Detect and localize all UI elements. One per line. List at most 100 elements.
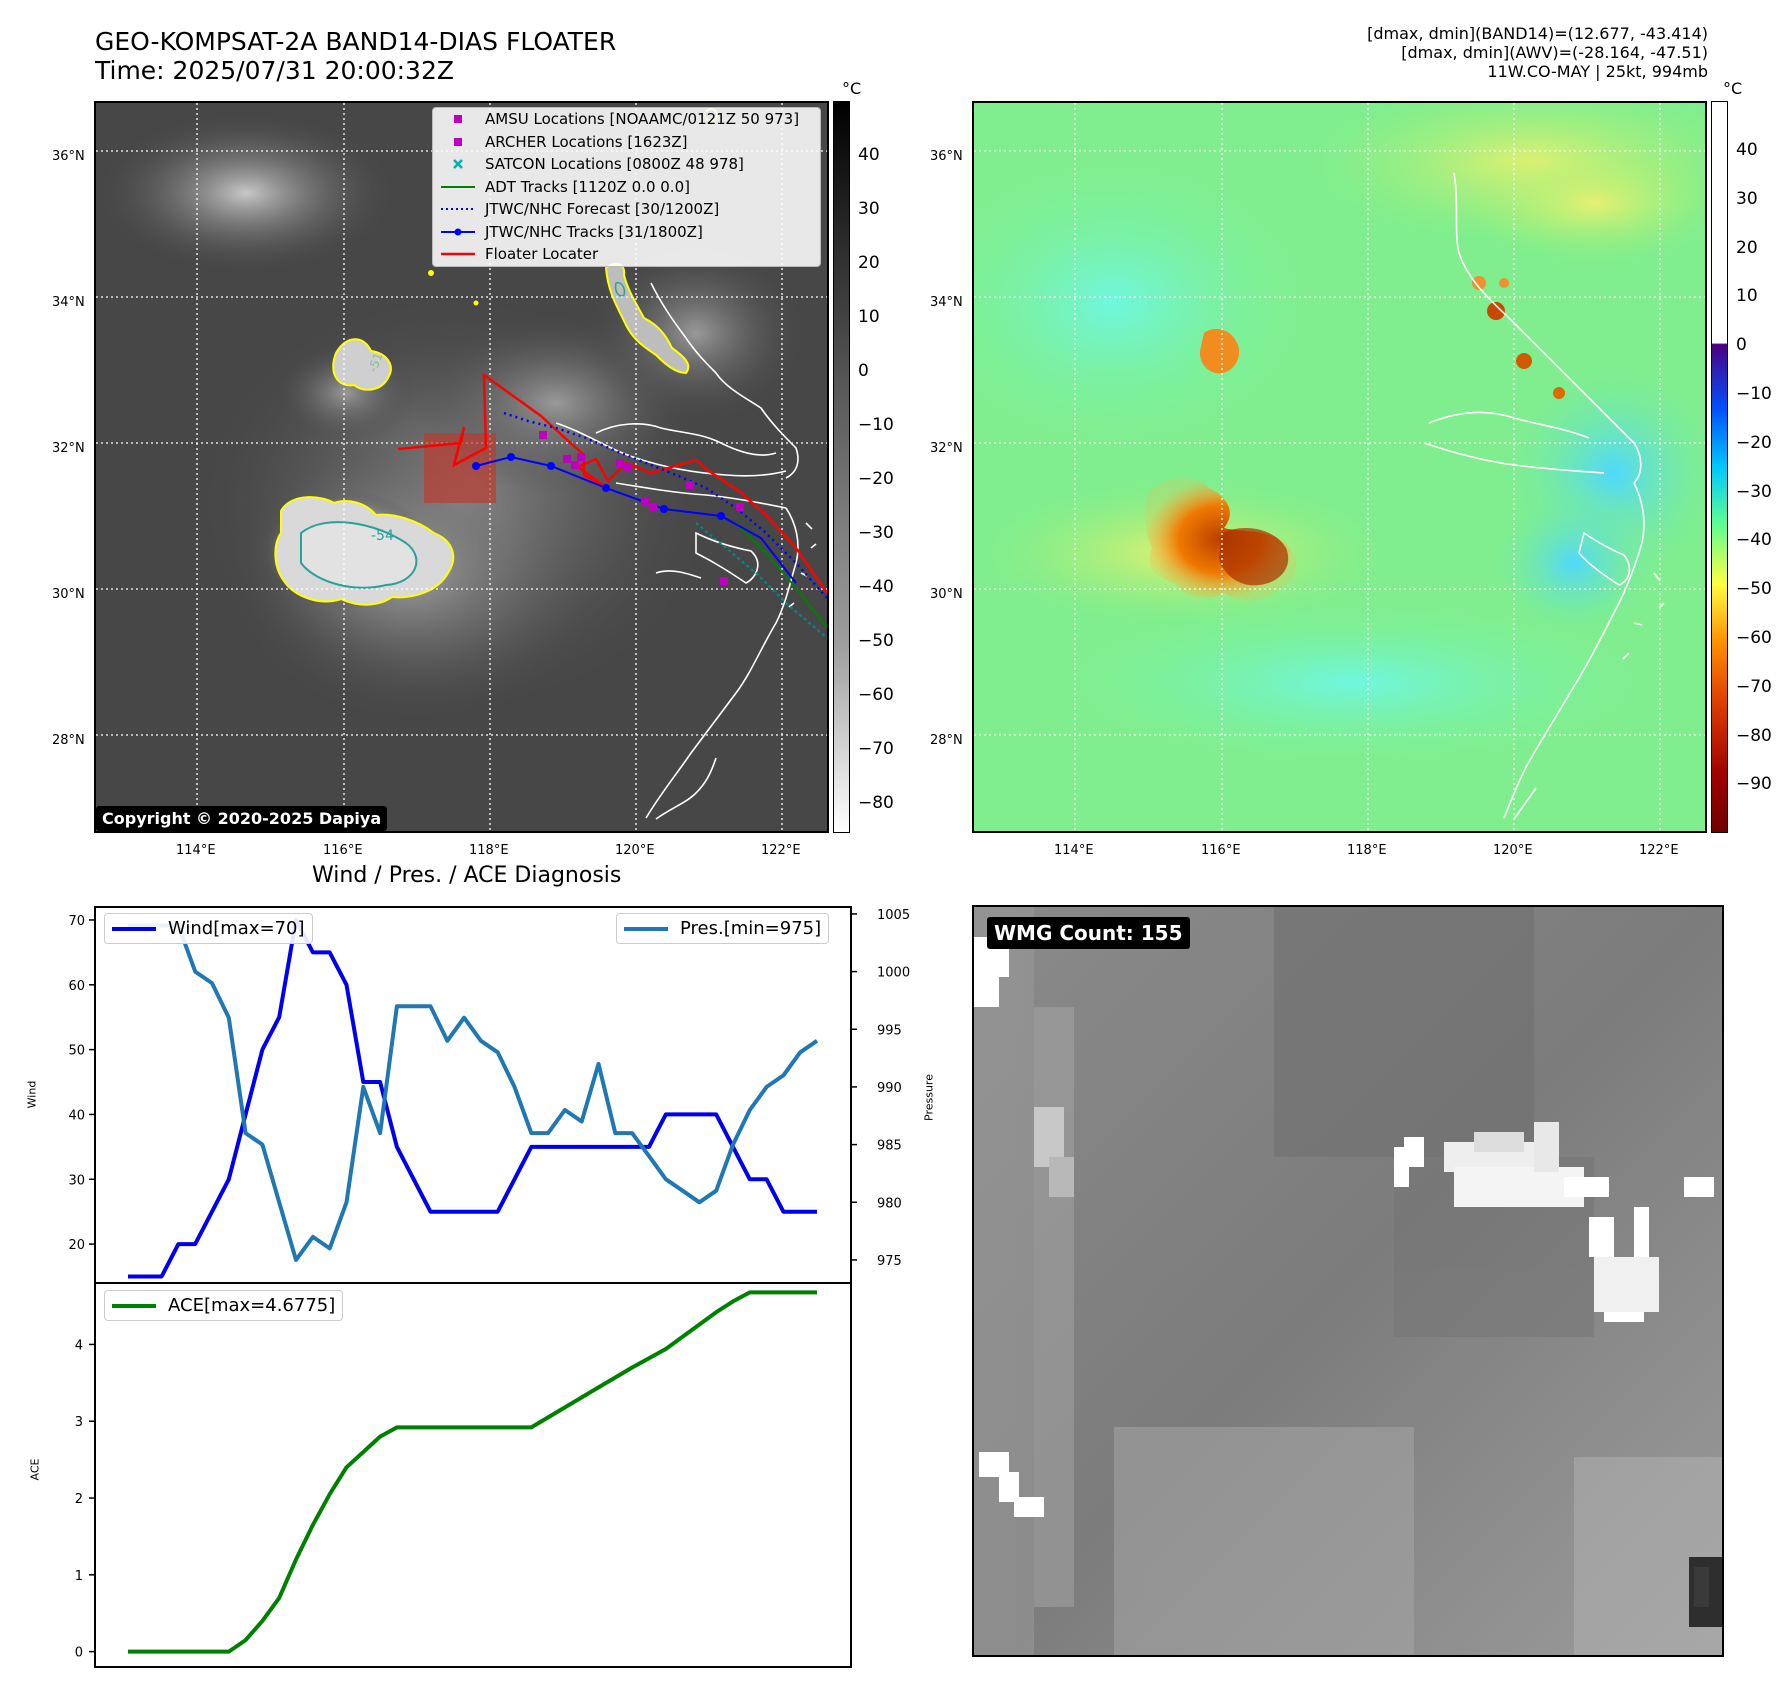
wind-tick-label: 50 [68,1044,85,1059]
satcon-track [695,522,827,639]
awv-colorbar-tick-label: −70 [1736,676,1772,697]
awv-colorbar-tick-label: 40 [1736,140,1758,160]
wind-legend: Wind[max=70] [104,913,313,944]
ir-lon-label: 122°E [761,843,801,858]
ir-colorbar-tick-label: 40 [858,145,880,165]
awv-map-image [974,103,1705,831]
wmg-panel: WMG Count: 155 [972,905,1724,1657]
wind-line-icon [112,926,156,931]
pressure-tick-label: 975 [877,1254,902,1269]
awv-lon-label: 114°E [1054,843,1094,858]
ir-lon-label: 118°E [469,843,509,858]
contour-label-2: -51 [366,351,386,374]
line-dot-icon [439,225,477,239]
wind-pressure-chart: 20 30 40 50 60 70 975 980 985 990 995 1000 1005 [68,906,910,1284]
forecast-track [503,411,827,599]
awv-lon-label: 118°E [1347,843,1387,858]
ace-line-icon [112,1303,156,1308]
awv-colorbar-tick-label: 30 [1736,188,1758,209]
awv-lat-label: 28°N [930,733,963,748]
square-marker-icon [439,112,477,126]
awv-lon-label: 116°E [1201,843,1241,858]
awv-lat-label: 36°N [930,149,963,164]
awv-colorbar-tick-label: −90 [1736,774,1772,795]
ace-legend: ACE[max=4.6775] [104,1290,344,1321]
awv-colorbar-tick-label: −50 [1736,579,1772,600]
ir-map-panel: -54 -51 [94,101,829,833]
wind-tick-label: 60 [68,979,85,994]
wmg-count-badge: WMG Count: 155 [987,917,1190,949]
wind-axis-label: Wind [25,1080,39,1109]
ace-tick-label: 0 [75,1646,83,1661]
wind-tick-label: 70 [68,914,85,929]
ace-tick-label: 3 [75,1415,83,1430]
line-icon [439,180,477,194]
ir-colorbar-tick-label: 10 [858,307,880,327]
contour-label: -54 [371,528,394,544]
awv-colorbar-tick-label: 20 [1736,237,1758,258]
awv-colorbar-tick-label: −30 [1736,481,1772,502]
awv-colorbar [1711,101,1728,833]
best-track [475,455,797,584]
awv-lon-label: 122°E [1639,843,1679,858]
legend-amsu: AMSU Locations [NOAAMC/0121Z 50 973] [433,108,820,131]
ir-lon-label: 114°E [176,843,216,858]
line-icon [439,247,477,261]
ir-lat-label: 34°N [52,295,85,310]
info-band14-range: [dmax, dmin](BAND14)=(12.677, -43.414) [1367,24,1708,43]
legend-forecast: JTWC/NHC Forecast [30/1200Z] [433,198,820,221]
adt-track [735,522,827,629]
pressure-tick-label: 990 [877,1081,902,1096]
ace-frame [94,1282,852,1668]
copyright-badge: Copyright © 2020-2025 Dapiya [96,806,388,831]
wind-tick-label: 40 [68,1108,85,1123]
square-marker-icon [439,135,477,149]
ir-colorbar-tick-label: 30 [858,199,880,219]
ir-lat-label: 28°N [52,733,85,748]
floater-locater-track [397,372,827,594]
ir-colorbar-tick-label: −70 [858,739,894,759]
awv-colorbar-tick-label: −60 [1736,628,1772,648]
info-awv-range: [dmax, dmin](AWV)=(-28.164, -47.51) [1401,43,1708,62]
wind-tick-label: 30 [68,1173,85,1188]
ir-lat-label: 32°N [52,441,85,456]
ir-lat-label: 36°N [52,149,85,164]
dotted-line-icon [439,202,477,216]
awv-colorbar-tick-label: −80 [1736,725,1772,746]
ir-lon-label: 120°E [615,843,655,858]
awv-lat-label: 32°N [930,441,963,456]
awv-colorbar-tick-label: 0 [1736,335,1747,356]
ir-map-legend: AMSU Locations [NOAAMC/0121Z 50 973] ARC… [432,107,821,267]
ir-colorbar-tick-label: −20 [858,469,894,489]
awv-colorbar-unit: °C [1723,79,1743,98]
pressure-legend: Pres.[min=975] [616,913,830,944]
legend-adt: ADT Tracks [1120Z 0.0 0.0] [433,176,820,199]
ir-lon-label: 116°E [323,843,363,858]
legend-tracks: JTWC/NHC Tracks [31/1800Z] [433,221,820,244]
ace-chart: 0 1 2 3 4 [75,1282,852,1668]
figure-title: GEO-KOMPSAT-2A BAND14-DIAS FLOATER [95,27,617,56]
ir-colorbar-tick-label: −60 [858,685,894,705]
ir-colorbar-tick-label: 0 [858,361,869,381]
ir-colorbar-tick-label: −30 [858,523,894,543]
pressure-series-line [128,923,819,1262]
x-marker-icon [439,157,477,171]
pressure-tick-label: 995 [877,1023,902,1038]
legend-floater: Floater Locater [433,243,820,266]
diagnosis-title: Wind / Pres. / ACE Diagnosis [312,863,622,888]
ir-colorbar-tick-label: 20 [858,253,880,273]
awv-map-panel [972,101,1707,833]
awv-lon-label: 120°E [1493,843,1533,858]
awv-colorbar-tick-label: −20 [1736,432,1772,453]
ace-series-line [128,1290,817,1654]
ir-colorbar-tick-label: −50 [858,631,894,651]
legend-archer: ARCHER Locations [1623Z] [433,131,820,154]
pressure-tick-label: 1000 [877,966,910,981]
ace-axis-label: ACE [28,1458,42,1481]
wind-tick-label: 20 [68,1238,85,1253]
pressure-tick-label: 1005 [877,908,910,923]
ir-colorbar-tick-label: −40 [858,577,894,597]
figure-time: Time: 2025/07/31 20:00:32Z [95,56,454,85]
awv-colorbar-tick-label: −10 [1736,384,1772,404]
ir-lat-label: 30°N [52,587,85,602]
